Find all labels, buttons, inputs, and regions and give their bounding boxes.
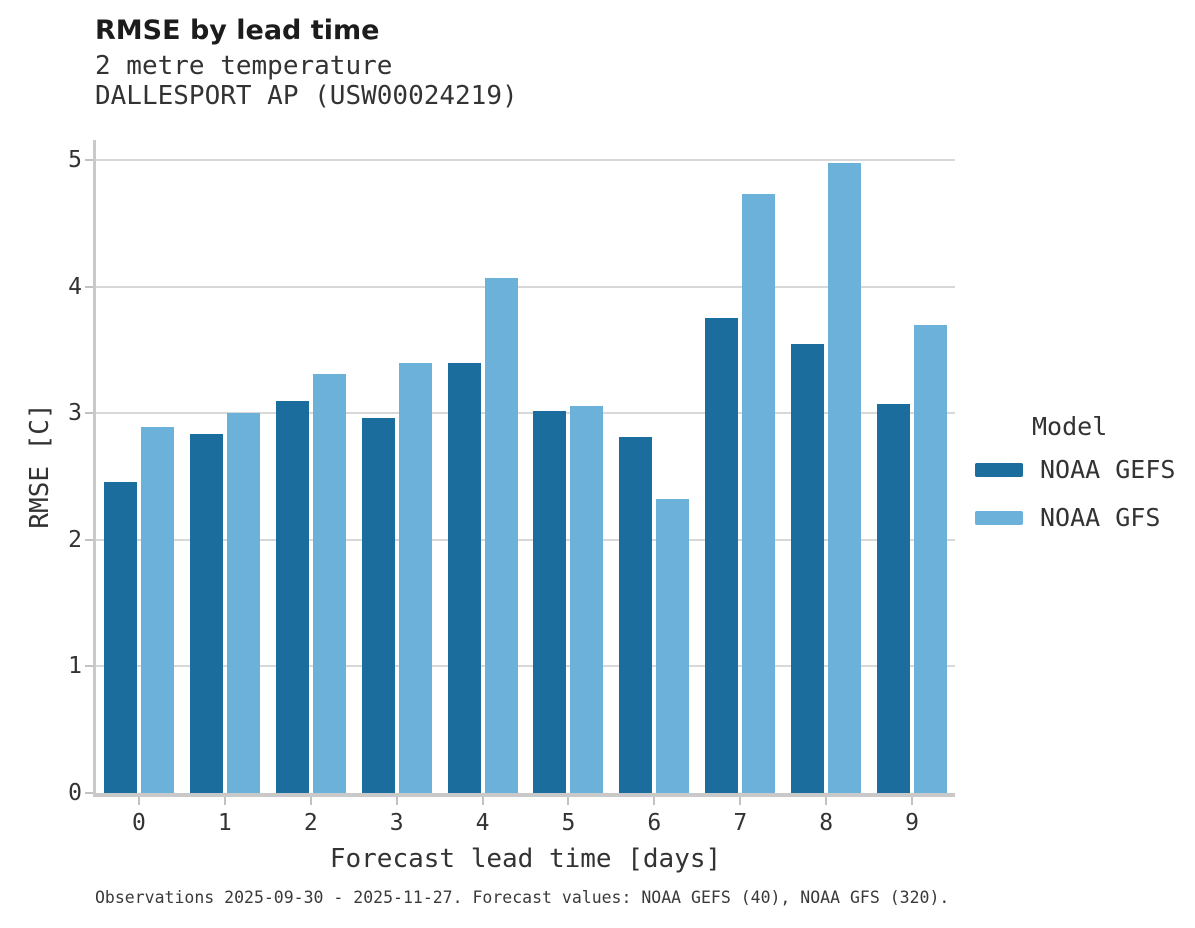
bar-noaa-gefs-day-7 (705, 318, 739, 793)
chart-subtitle-variable: 2 metre temperature (95, 51, 393, 81)
bar-noaa-gefs-day-2 (275, 400, 309, 793)
bar-noaa-gefs-day-4 (447, 362, 481, 793)
x-tick-2 (309, 797, 312, 805)
legend-label-noaa-gefs: NOAA GEFS (1040, 455, 1176, 484)
gridline-y-3 (96, 412, 955, 415)
y-axis-label: RMSE [C] (25, 403, 55, 529)
legend-swatch-noaa-gfs (975, 510, 1023, 525)
y-tick-5 (85, 159, 93, 162)
x-tick-3 (395, 797, 398, 805)
y-tick-0 (85, 792, 93, 794)
y-tick-label-0: 0 (68, 780, 82, 806)
x-tick-label-1: 1 (217, 810, 232, 836)
caption-text: Observations 2025-09-30 - 2025-11-27. Fo… (95, 888, 950, 907)
x-tick-label-5: 5 (561, 810, 576, 836)
bar-noaa-gfs-day-3 (398, 362, 432, 793)
x-tick-label-0: 0 (132, 810, 146, 836)
gridline-y-2 (96, 538, 955, 541)
bar-noaa-gfs-day-7 (742, 194, 776, 793)
bar-noaa-gfs-day-4 (484, 277, 518, 793)
bar-noaa-gfs-day-9 (914, 324, 948, 793)
chart-title: RMSE by lead time (95, 15, 380, 46)
y-tick-3 (85, 412, 93, 415)
y-tick-label-2: 2 (68, 526, 82, 553)
gridline-y-1 (96, 665, 955, 668)
y-tick-label-4: 4 (68, 273, 82, 300)
x-tick-label-9: 9 (905, 810, 919, 836)
y-tick-label-5: 5 (68, 147, 82, 174)
bar-noaa-gfs-day-2 (312, 374, 346, 793)
bar-noaa-gefs-day-9 (877, 404, 911, 793)
x-axis-label: Forecast lead time [days] (329, 844, 722, 874)
y-tick-1 (85, 665, 93, 668)
bar-noaa-gefs-day-1 (189, 433, 223, 793)
gridline-y-4 (96, 285, 955, 288)
x-tick-label-4: 4 (475, 810, 490, 836)
gridline-y-5 (96, 159, 955, 162)
y-tick-4 (85, 285, 93, 288)
x-tick-7 (739, 797, 742, 805)
bar-noaa-gfs-day-0 (140, 427, 174, 793)
y-tick-2 (85, 538, 93, 541)
x-tick-6 (653, 797, 656, 805)
x-tick-9 (911, 797, 914, 805)
x-tick-4 (481, 797, 484, 805)
bar-noaa-gfs-day-5 (570, 405, 604, 793)
legend-item-noaa-gfs: NOAA GFS (975, 503, 1190, 532)
x-tick-0 (137, 797, 140, 805)
bar-noaa-gfs-day-1 (226, 413, 260, 793)
bar-noaa-gefs-day-8 (791, 343, 825, 793)
legend-title: Model (1032, 412, 1108, 441)
x-axis-spine (93, 793, 955, 797)
x-tick-label-6: 6 (647, 810, 662, 836)
x-tick-label-2: 2 (303, 810, 318, 836)
bar-noaa-gefs-day-0 (103, 481, 137, 793)
legend-swatch-noaa-gefs (975, 462, 1023, 477)
x-tick-label-3: 3 (389, 810, 404, 836)
bar-noaa-gefs-day-5 (533, 410, 567, 793)
legend-item-noaa-gefs: NOAA GEFS (975, 455, 1190, 484)
y-tick-label-3: 3 (68, 400, 82, 427)
y-axis-spine (93, 140, 96, 793)
legend: Model NOAA GEFS NOAA GFS (975, 412, 1190, 551)
x-tick-8 (825, 797, 828, 805)
x-tick-1 (223, 797, 226, 805)
y-tick-label-1: 1 (68, 653, 82, 680)
chart-subtitle-station: DALLESPORT AP (USW00024219) (95, 81, 518, 111)
x-tick-label-8: 8 (819, 810, 834, 836)
x-tick-label-7: 7 (733, 810, 748, 836)
legend-label-noaa-gfs: NOAA GFS (1040, 503, 1161, 532)
bar-noaa-gfs-day-6 (656, 499, 690, 793)
bar-noaa-gfs-day-8 (828, 162, 862, 793)
x-tick-5 (567, 797, 570, 805)
bar-noaa-gefs-day-3 (361, 418, 395, 793)
bar-noaa-gefs-day-6 (619, 437, 653, 793)
